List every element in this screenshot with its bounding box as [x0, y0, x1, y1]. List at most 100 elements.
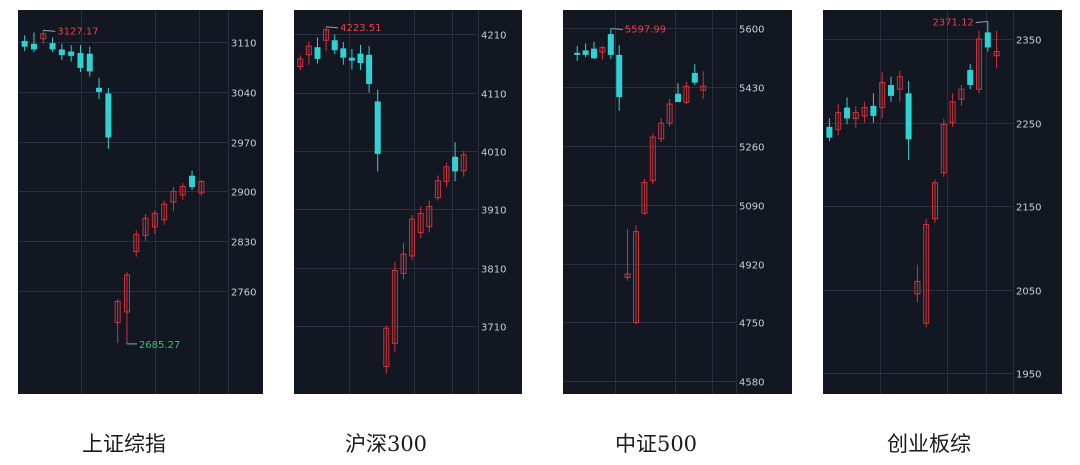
y-tick-label: 5090 — [739, 202, 764, 213]
candle-body-down — [905, 93, 912, 140]
chart-title-csi300: 沪深300 — [344, 432, 428, 456]
candle-body-up — [460, 154, 467, 172]
candle-body-down — [357, 53, 364, 63]
chart-panel-chinext-composite: 2350 2250 2150 2050 1950 2371.12 — [823, 10, 1062, 394]
candle-body-up — [170, 190, 177, 203]
chart-title-chinext-composite: 创业板综 — [887, 432, 971, 456]
y-tick-label: 3110 — [231, 39, 256, 50]
candle-body-up — [879, 82, 886, 109]
candle-body-up — [161, 203, 168, 221]
candle-body-down — [870, 105, 877, 116]
candle-body-down — [96, 87, 103, 93]
candle-body-up — [409, 218, 416, 257]
candle-body-up — [151, 212, 158, 228]
high-marker-line — [43, 29, 56, 32]
candle-body-up — [142, 217, 149, 236]
candle-body-up — [114, 300, 121, 324]
candle-body-down — [348, 57, 355, 61]
y-tick-label: 2350 — [1016, 36, 1041, 47]
candle-body-up — [914, 280, 921, 295]
candle-body-down — [21, 40, 28, 47]
high-marker-line — [326, 26, 339, 29]
chart-panel-csi500: 5600 5430 5260 5090 4920 4750 4580 5597.99 — [563, 10, 792, 394]
candle-body-up — [641, 181, 648, 214]
candle-body-down — [675, 93, 681, 103]
y-tick-label: 3910 — [481, 206, 506, 217]
y-tick-label: 3710 — [481, 323, 506, 334]
candlestick-chart-shanghai-composite: 3110 3040 2970 2900 2830 2760 3127.17 2685.27 — [18, 10, 256, 394]
candle-body-up — [940, 123, 947, 174]
candle-body-up — [633, 231, 639, 323]
candle-body-up — [133, 234, 140, 253]
candle-body-down — [340, 48, 347, 58]
candle-body-down — [374, 101, 381, 154]
y-tick-label: 4580 — [739, 378, 764, 389]
candle-body-down — [591, 48, 597, 59]
candle-body-up — [861, 107, 868, 117]
candle-body-down — [607, 34, 614, 55]
candle-body-down — [58, 49, 65, 56]
high-value-label: 5597.99 — [625, 25, 666, 36]
candle-body-down — [582, 50, 589, 55]
candle-body-up — [649, 136, 656, 181]
candle-body-up — [198, 180, 205, 194]
candle-body-up — [179, 185, 186, 196]
y-tick-label: 2900 — [231, 188, 256, 199]
y-tick-label: 2970 — [231, 139, 256, 150]
candle-body-up — [932, 182, 938, 220]
high-value-label: 2371.12 — [932, 18, 973, 29]
candle-body-up — [426, 205, 433, 228]
candle-body-up — [434, 180, 441, 199]
candle-body-up — [297, 58, 304, 67]
candle-body-up — [666, 103, 673, 124]
candle-body-down — [77, 53, 84, 68]
candle-body-up — [624, 273, 631, 278]
candle-body-down — [366, 54, 373, 84]
y-tick-label: 2760 — [231, 288, 256, 299]
high-marker-line — [975, 21, 988, 24]
candle-body-up — [958, 88, 965, 100]
y-tick-label: 2250 — [1016, 120, 1041, 131]
candle-body-up — [976, 38, 982, 90]
candle-body-up — [700, 85, 707, 91]
y-tick-label: 4210 — [481, 31, 506, 42]
candle-body-down — [888, 85, 894, 96]
candle-body-up — [949, 101, 956, 124]
high-marker-line — [610, 28, 623, 31]
chart-panel-shanghai-composite: 3110 3040 2970 2900 2830 2760 3127.17 2685.27 — [18, 10, 263, 394]
candle-body-down — [68, 51, 75, 56]
y-tick-label: 5600 — [739, 25, 764, 36]
candle-body-up — [852, 112, 859, 119]
candle-body-up — [40, 33, 47, 40]
candle-body-up — [993, 51, 1000, 57]
high-value-label: 4223.51 — [340, 23, 381, 34]
y-tick-label: 2830 — [231, 238, 256, 249]
chart-title-shanghai-composite: 上证综指 — [82, 432, 166, 456]
candle-body-down — [49, 43, 56, 50]
candle-body-up — [323, 29, 330, 41]
candle-body-down — [314, 47, 321, 59]
chart-title-csi500: 中证500 — [614, 432, 698, 456]
y-tick-label: 3810 — [481, 265, 506, 276]
y-tick-label: 4110 — [481, 90, 506, 101]
candle-body-down — [30, 43, 37, 50]
candle-body-up — [391, 269, 398, 344]
candle-body-up — [599, 47, 606, 53]
candle-body-down — [826, 126, 833, 138]
candle-body-up — [400, 253, 407, 274]
candle-body-down — [86, 53, 93, 72]
y-tick-label: 1950 — [1016, 370, 1041, 381]
candle-body-down — [691, 72, 698, 83]
candle-body-down — [984, 32, 991, 48]
y-tick-label: 2050 — [1016, 287, 1041, 298]
candle-body-down — [105, 93, 112, 138]
y-tick-label: 5260 — [739, 143, 764, 154]
high-value-label: 3127.17 — [57, 26, 98, 37]
candlestick-chart-chinext-composite: 2350 2250 2150 2050 1950 2371.12 — [823, 10, 1041, 394]
candle-body-down — [616, 54, 623, 98]
candle-body-down — [189, 175, 196, 188]
candle-body-up — [383, 327, 390, 368]
candle-body-up — [683, 85, 690, 103]
